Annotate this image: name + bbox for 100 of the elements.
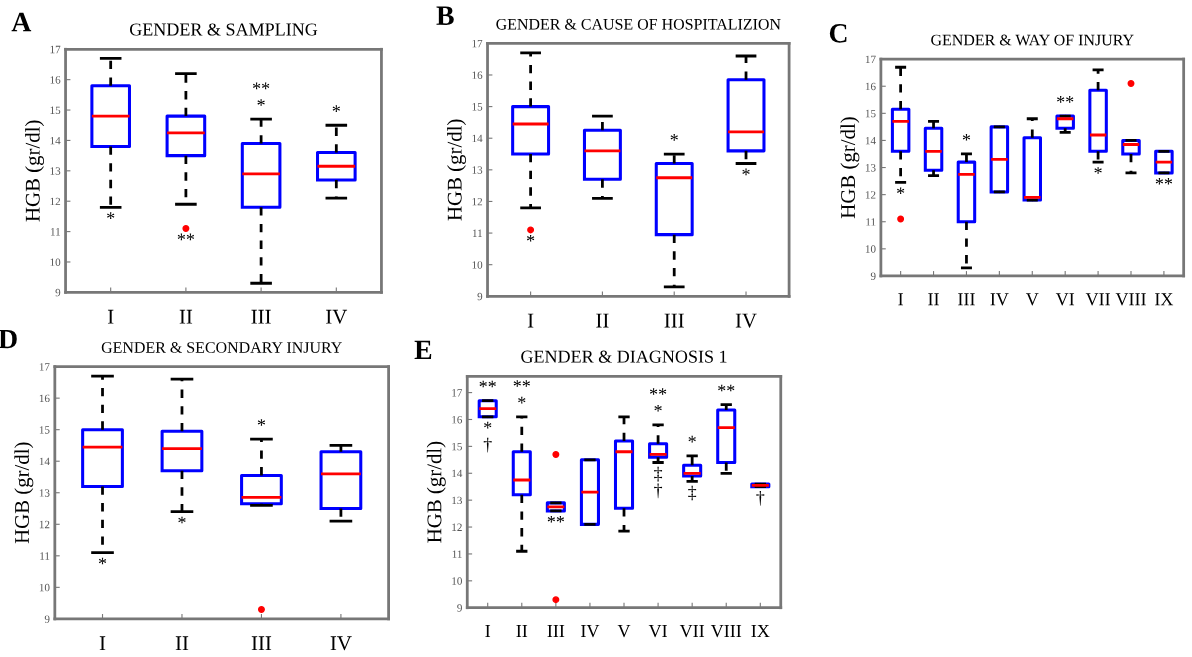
y-axis-title: HGB (gr/dl): [426, 441, 446, 543]
y-tick-label: 12: [452, 523, 462, 531]
y-tick-label: 12: [50, 197, 61, 206]
text: A: [11, 12, 32, 32]
annotation: **: [479, 380, 496, 388]
x-tick-label: II: [928, 293, 939, 306]
annotation: *: [897, 187, 905, 195]
y-tick-label: 13: [865, 164, 876, 172]
x-tick-label: II: [596, 313, 609, 328]
annotation: *: [178, 516, 186, 524]
x-tick-label: VI: [1055, 293, 1075, 306]
x-tick-label: I: [527, 313, 534, 328]
annotation: *: [484, 421, 492, 429]
y-tick-label: 9: [44, 615, 50, 623]
x-tick-label: III: [664, 313, 684, 328]
annotation: †: [756, 491, 765, 506]
y-tick-label: 10: [472, 261, 483, 269]
y-tick-label: 16: [865, 82, 876, 91]
x-tick-label: IX: [1155, 293, 1174, 306]
y-tick-label: 14: [452, 469, 463, 478]
y-tick-label: 17: [472, 39, 483, 48]
annotation: ‡: [688, 485, 697, 501]
y-tick-label: 10: [39, 583, 50, 592]
x-tick-label: V: [1025, 293, 1039, 306]
annotation: **: [252, 82, 270, 90]
x-tick-label: V: [617, 625, 631, 638]
x-tick-label: VIII: [710, 625, 742, 638]
annotation: **: [718, 384, 735, 392]
y-tick-label: 10: [865, 245, 876, 253]
annotation: *: [518, 396, 526, 404]
x-tick-label: I: [107, 309, 114, 324]
y-tick-label: 15: [472, 103, 483, 111]
chart-title: GENDER & CAUSE OF HOSPITALIZION: [496, 18, 781, 30]
x-tick-label: VI: [648, 625, 667, 638]
x-tick-label: III: [958, 293, 975, 306]
annotation: **: [1155, 177, 1173, 185]
y-tick-label: 13: [39, 489, 50, 497]
annotation: *: [332, 105, 340, 112]
chart-title: GENDER & SECONDARY INJURY: [101, 342, 342, 353]
y-tick-label: 14: [39, 457, 50, 466]
annotation: *: [742, 168, 750, 176]
y-tick-label: 10: [452, 577, 462, 585]
y-tick-label: 9: [55, 288, 61, 297]
annotation: *: [688, 435, 696, 443]
y-tick-label: 17: [39, 363, 50, 371]
y-tick-label: 14: [472, 134, 483, 143]
y-axis-title: HGB (gr/dl): [25, 120, 45, 222]
y-tick-label: 11: [452, 550, 462, 558]
y-tick-label: 11: [866, 218, 876, 226]
annotation: *: [654, 404, 662, 412]
y-tick-label: 13: [472, 166, 483, 174]
x-tick-label: IV: [330, 636, 352, 651]
y-tick-label: 11: [40, 552, 50, 560]
y-tick-label: 9: [457, 604, 462, 612]
text: B: [436, 6, 454, 25]
annotation: *: [98, 557, 107, 565]
annotation: †: [654, 483, 663, 499]
y-tick-label: 12: [39, 520, 50, 529]
y-tick-label: 17: [452, 389, 463, 397]
x-tick-label: II: [516, 625, 528, 637]
x-tick-label: III: [251, 636, 272, 651]
annotation: *: [257, 419, 266, 426]
y-tick-label: 11: [50, 228, 61, 236]
y-tick-label: 15: [50, 106, 61, 115]
y-tick-label: 15: [39, 426, 50, 434]
y-axis-title: HGB (gr/dl): [447, 119, 466, 221]
x-tick-label: IV: [581, 625, 600, 638]
y-axis-title: HGB (gr/dl): [840, 117, 860, 219]
annotation: **: [513, 380, 530, 387]
y-tick-label: 9: [870, 272, 876, 280]
annotation: **: [177, 233, 195, 241]
chart-title: GENDER & SAMPLING: [129, 23, 318, 36]
annotation: *: [257, 99, 265, 106]
x-tick-label: VII: [1085, 293, 1110, 306]
y-tick-label: 11: [472, 229, 482, 237]
y-tick-label: 14: [50, 136, 61, 145]
x-tick-label: VIII: [1115, 293, 1146, 306]
annotation: *: [670, 134, 678, 141]
annotation: *: [1094, 167, 1102, 174]
text: E: [414, 340, 432, 359]
x-tick-label: VII: [679, 625, 705, 638]
y-tick-label: 15: [865, 109, 876, 118]
y-tick-label: 12: [865, 191, 876, 199]
y-tick-label: 14: [865, 136, 876, 145]
y-tick-label: 16: [39, 394, 50, 403]
annotation: ‡: [654, 466, 663, 482]
x-tick-label: II: [175, 636, 189, 651]
annotation: †: [483, 437, 492, 453]
y-tick-label: 9: [477, 292, 483, 301]
y-tick-label: 12: [472, 197, 483, 206]
annotation: *: [107, 212, 115, 219]
annotation: **: [547, 515, 565, 523]
chart-title: GENDER & WAY OF INJURY: [931, 34, 1134, 46]
x-tick-label: IV: [990, 293, 1009, 306]
y-tick-label: 16: [452, 415, 463, 424]
annotation: **: [649, 388, 667, 395]
y-axis-title: HGB (gr/dl): [14, 442, 34, 544]
y-tick-label: 10: [50, 258, 61, 266]
x-tick-label: I: [99, 636, 106, 651]
y-tick-label: 16: [50, 76, 61, 84]
